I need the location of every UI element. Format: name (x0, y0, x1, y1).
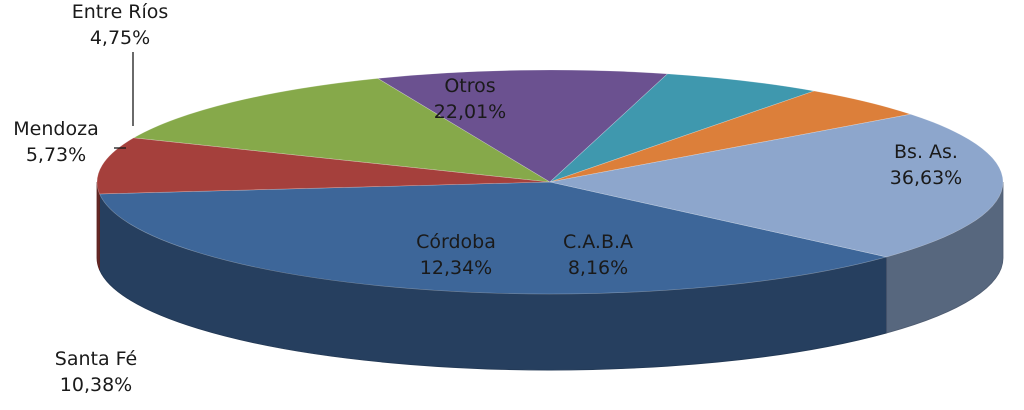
label-c-a-b-a: C.A.B.A 8,16% (563, 231, 633, 279)
slice-entre-rios (549, 90, 911, 183)
slice-c-a-b-a (96, 137, 551, 195)
slice-value-label: 8,16% (568, 257, 628, 279)
slice-name-label: Entre Ríos (72, 1, 169, 23)
slice-name-label: C.A.B.A (563, 231, 633, 253)
slice-name-label: Santa Fé (55, 348, 137, 370)
label-entre-rios: Entre Ríos 4,75% (72, 1, 169, 49)
slice-bs-as (99, 181, 887, 295)
slice-cordoba (132, 78, 551, 183)
label-cordoba: Córdoba 12,34% (416, 231, 496, 279)
slice-value-label: 4,75% (90, 27, 150, 49)
label-otros: Otros 22,01% (434, 75, 506, 123)
slice-value-label: 10,38% (60, 374, 132, 396)
slice-santa-fe (376, 69, 669, 183)
slice-value-label: 36,63% (890, 167, 962, 189)
slice-name-label: Otros (444, 75, 495, 97)
slice-mendoza (549, 73, 816, 183)
pie-tops (96, 69, 1004, 295)
leader-lines (114, 52, 134, 149)
slice-value-label: 22,01% (434, 101, 506, 123)
slice-name-label: Córdoba (416, 231, 496, 253)
label-mendoza: Mendoza 5,73% (13, 118, 98, 166)
slice-labels: Bs. As. 36,63% C.A.B.A 8,16% Córdoba 12,34% Sa… (13, 1, 962, 396)
slice-side-c-a-b-a (96, 181, 100, 271)
label-santa-fe: Santa Fé 10,38% (55, 348, 137, 396)
slice-name-label: Mendoza (13, 118, 98, 140)
slice-value-label: 12,34% (420, 257, 492, 279)
label-bs-as: Bs. As. 36,63% (890, 141, 962, 189)
slice-name-label: Bs. As. (894, 141, 958, 163)
slice-value-label: 5,73% (26, 144, 86, 166)
slice-otros (549, 113, 1004, 258)
